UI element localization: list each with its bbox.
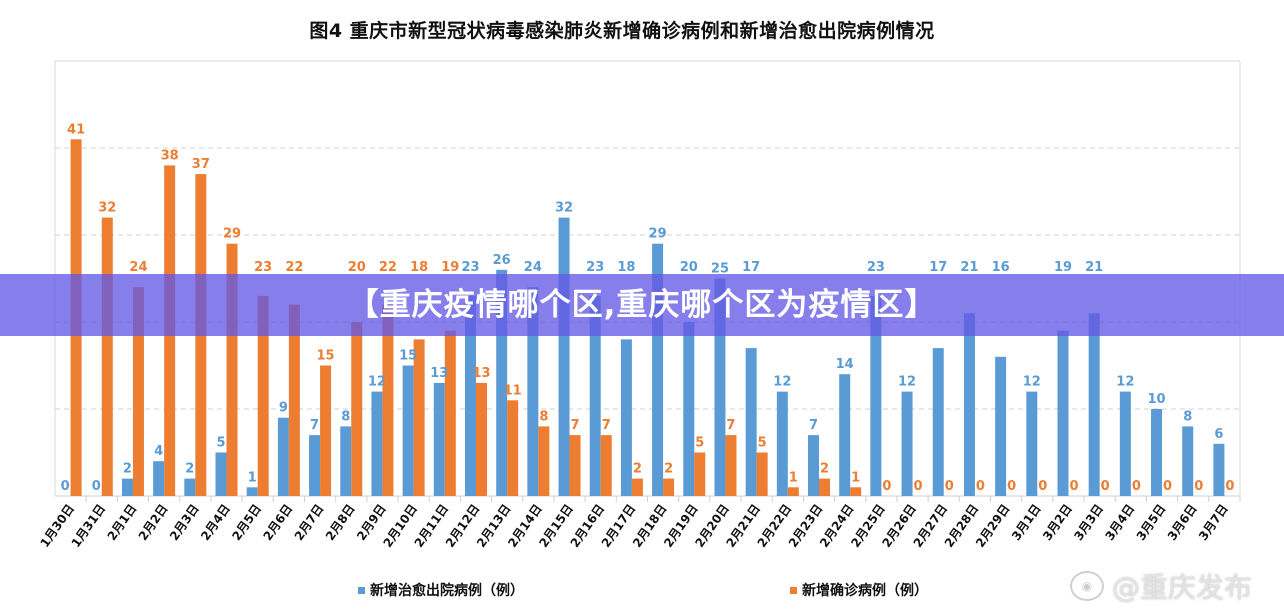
bar-cured <box>340 426 352 496</box>
legend-item-confirmed: 新增确诊病例（例） <box>790 580 928 600</box>
bar-cured <box>963 313 975 496</box>
bar-cured <box>683 322 695 496</box>
legend-swatch-cured <box>358 586 365 594</box>
x-tick-label: 3月6日 <box>1165 502 1200 543</box>
bar-confirmed <box>444 330 456 496</box>
bar-confirmed <box>132 287 144 496</box>
x-tick-label: 3月3日 <box>1071 502 1106 543</box>
legend-item-cured: 新增治愈出院病例（例） <box>358 580 524 600</box>
bar-confirmed <box>257 295 269 496</box>
legend-swatch-confirmed <box>790 586 797 594</box>
bar-confirmed <box>351 322 363 496</box>
bar-cured <box>745 348 757 496</box>
x-tick-label: 3月5日 <box>1134 502 1169 543</box>
x-tick-label: 3月1日 <box>1009 502 1044 543</box>
bar-cured <box>1088 313 1100 496</box>
bars <box>70 139 1225 497</box>
bar-confirmed <box>507 400 519 496</box>
bar-cured <box>121 478 133 496</box>
watermark-text: @重庆发布 <box>1112 571 1253 604</box>
chart-title: 图4 重庆市新型冠状病毒感染肺炎新增确诊病例和新增治愈出院病例情况 <box>309 20 935 42</box>
x-tick-label: 2月5日 <box>229 502 264 543</box>
bar-confirmed <box>413 339 425 496</box>
bar-confirmed <box>756 452 768 496</box>
bar-cured <box>464 295 476 496</box>
bar-cured <box>527 287 539 496</box>
legend-label-confirmed: 新增确诊病例（例） <box>802 583 928 599</box>
bar-confirmed <box>631 478 643 496</box>
bar-cured <box>433 382 445 496</box>
bar-cured <box>714 278 726 496</box>
bar-confirmed <box>382 304 394 496</box>
bar-confirmed <box>538 426 550 496</box>
bar-confirmed <box>569 435 581 496</box>
bar-cured <box>1182 426 1194 496</box>
bar-cured <box>1151 409 1163 496</box>
bar-cured <box>309 435 321 496</box>
bar-cured <box>995 356 1007 496</box>
bar-confirmed <box>725 435 737 496</box>
bar-cured <box>870 295 882 496</box>
bar-cured <box>277 417 289 496</box>
x-tick-label: 3月4日 <box>1102 502 1137 543</box>
x-tick-label: 2月6日 <box>261 502 296 543</box>
bar-cured <box>1119 391 1131 496</box>
bar-confirmed <box>320 365 332 496</box>
x-tick-label: 2月1日 <box>105 502 140 543</box>
bar-cured <box>558 217 570 496</box>
weibo-icon: ◉ <box>1070 571 1104 601</box>
bar-cured <box>1026 391 1038 496</box>
x-tick-label: 2月4日 <box>198 502 233 543</box>
bar-confirmed <box>288 304 300 496</box>
bar-cured <box>808 435 820 496</box>
bar-confirmed <box>600 435 612 496</box>
x-tick-label: 2月8日 <box>323 502 358 543</box>
bar-cured <box>215 452 227 496</box>
bar-cured <box>620 339 632 496</box>
legend-label-cured: 新增治愈出院病例（例） <box>370 583 524 599</box>
bar-confirmed <box>475 382 487 496</box>
bar-cured <box>402 365 414 496</box>
bar-cured <box>839 374 851 496</box>
x-tick-label: 2月3日 <box>167 502 202 543</box>
bar-cured <box>776 391 788 496</box>
bar-cured <box>371 391 383 496</box>
bar-cured <box>1057 330 1069 496</box>
bar-cured <box>901 391 913 496</box>
bar-cured <box>184 478 196 496</box>
bar-confirmed <box>850 487 862 496</box>
bar-confirmed <box>226 243 238 496</box>
bar-cured <box>1213 443 1225 496</box>
bar-confirmed <box>694 452 706 496</box>
bar-confirmed <box>787 487 799 496</box>
bar-cured <box>496 269 508 496</box>
watermark: ◉ @重庆发布 <box>1070 566 1252 606</box>
bar-cured <box>246 487 258 496</box>
bar-cured <box>153 461 165 496</box>
overlay-banner-text: 【重庆疫情哪个区,重庆哪个区为疫情区】 <box>347 287 937 323</box>
x-axis-ticks: 1月30日1月31日2月1日2月2日2月3日2月4日2月5日2月6日2月7日2月… <box>37 496 1241 550</box>
bar-cured <box>932 348 944 496</box>
bar-cured <box>589 295 601 496</box>
x-tick-label: 2月7日 <box>292 502 327 543</box>
x-tick-label: 3月7日 <box>1196 502 1231 543</box>
bar-confirmed <box>663 478 675 496</box>
x-tick-label: 2月2日 <box>136 502 171 543</box>
bar-confirmed <box>819 478 831 496</box>
overlay-banner <box>0 274 1284 336</box>
bar-cured <box>652 243 664 496</box>
bar-confirmed <box>101 217 113 496</box>
x-tick-label: 3月2日 <box>1040 502 1075 543</box>
